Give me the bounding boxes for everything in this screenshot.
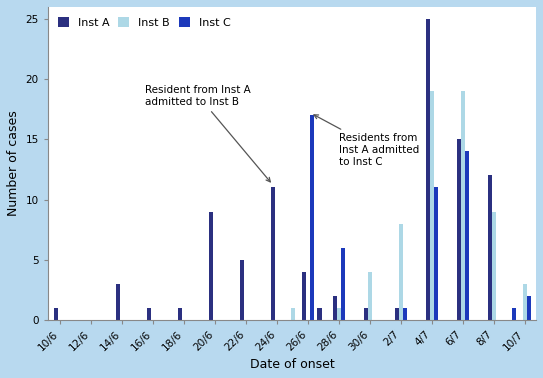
Bar [512,308,516,320]
Bar [461,91,465,320]
Bar [434,187,439,320]
Bar [116,284,120,320]
Bar [310,115,314,320]
Bar [342,248,345,320]
Bar [209,212,213,320]
Bar [291,308,295,320]
Bar [492,212,496,320]
Y-axis label: Number of cases: Number of cases [7,110,20,216]
Bar [465,151,470,320]
Bar [302,272,306,320]
Bar [271,187,275,320]
Bar [488,175,492,320]
Bar [395,308,399,320]
Legend: Inst A, Inst B, Inst C: Inst A, Inst B, Inst C [53,12,235,32]
Text: Residents from
Inst A admitted
to Inst C: Residents from Inst A admitted to Inst C [314,115,419,167]
Bar [240,260,244,320]
Bar [368,272,372,320]
Bar [333,296,337,320]
Bar [403,308,407,320]
Bar [364,308,368,320]
Bar [54,308,58,320]
Bar [147,308,151,320]
Bar [523,284,527,320]
X-axis label: Date of onset: Date of onset [250,358,334,371]
Bar [527,296,532,320]
Bar [426,19,430,320]
Bar [457,139,461,320]
Bar [430,91,434,320]
Bar [337,308,342,320]
Text: Resident from Inst A
admitted to Inst B: Resident from Inst A admitted to Inst B [146,85,270,182]
Bar [399,223,403,320]
Bar [318,308,321,320]
Bar [178,308,182,320]
